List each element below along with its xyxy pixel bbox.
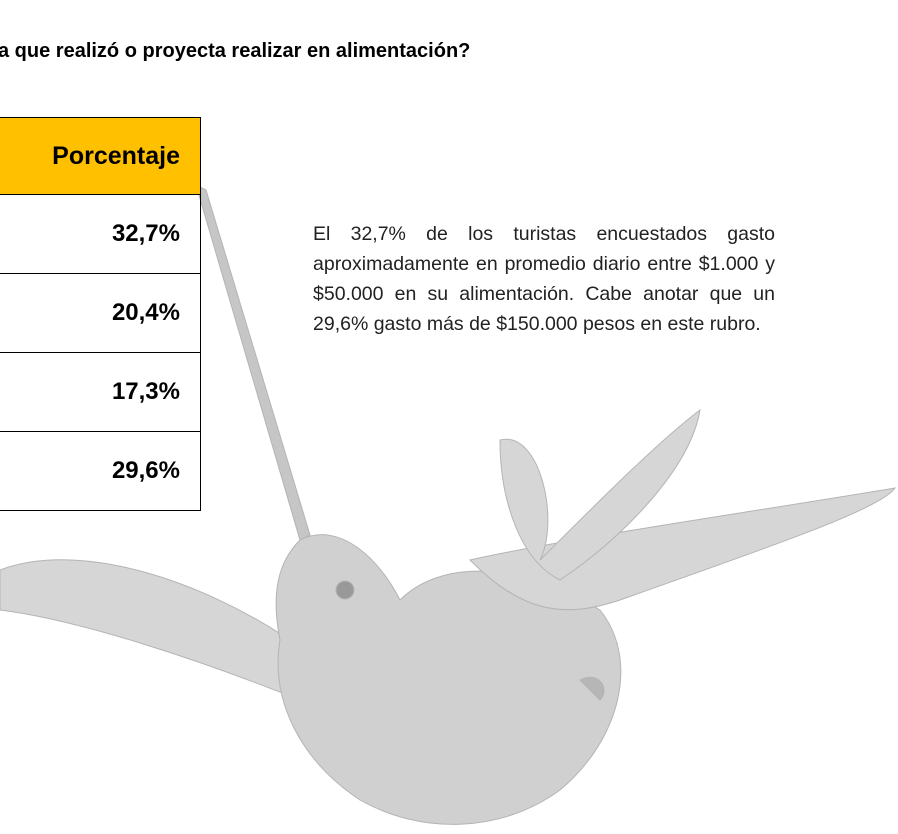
table-row: 17,3%: [0, 352, 201, 432]
table-header: Porcentaje: [0, 117, 201, 195]
table-row: 29,6%: [0, 431, 201, 511]
table-row: 20,4%: [0, 273, 201, 353]
percentage-table: Porcentaje 32,7% 20,4% 17,3% 29,6%: [0, 117, 201, 511]
table-row: 32,7%: [0, 194, 201, 274]
table-body: 32,7% 20,4% 17,3% 29,6%: [0, 194, 201, 511]
percentage-cell: 20,4%: [0, 273, 201, 353]
heading: a que realizó o proyecta realizar en ali…: [0, 40, 471, 62]
percentage-cell: 32,7%: [0, 194, 201, 274]
percentage-cell: 29,6%: [0, 431, 201, 511]
percentage-cell: 17,3%: [0, 352, 201, 432]
description-paragraph: El 32,7% de los turistas encuestados gas…: [313, 223, 775, 335]
